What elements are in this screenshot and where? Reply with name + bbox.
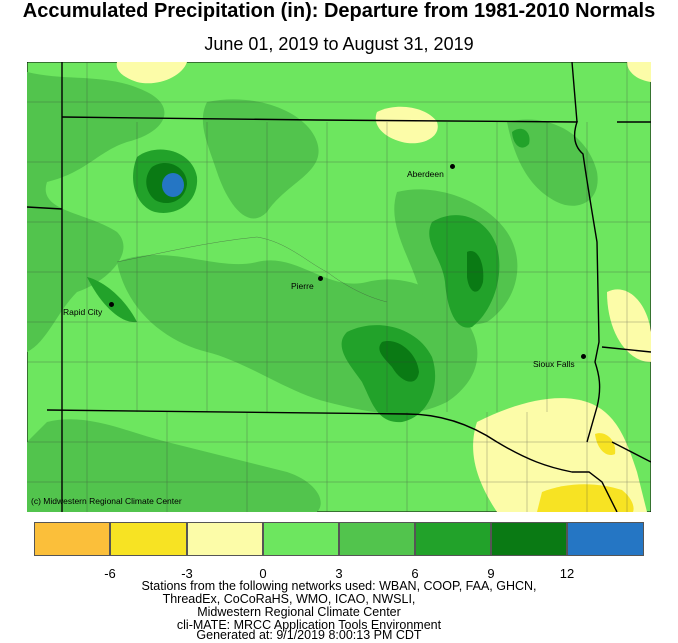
precipitation-map	[27, 62, 651, 512]
legend-swatch-0-3	[263, 522, 339, 556]
legend-swatch-9-12	[491, 522, 567, 556]
legend-swatch-below-neg6	[34, 522, 110, 556]
footer-line-3: Midwestern Regional Climate Center	[197, 605, 401, 619]
legend-swatch-6-9	[415, 522, 491, 556]
rapid-city-marker	[109, 302, 114, 307]
legend-tick-3: 3	[335, 566, 343, 581]
departure-zone-12-plus	[162, 173, 184, 197]
footer-line-4: cli-MATE: MRCC Application Tools Environ…	[176, 618, 442, 632]
departure-zone-neg3-neg6	[537, 433, 634, 512]
state-boundaries	[27, 62, 651, 512]
legend-swatch-3-6	[339, 522, 415, 556]
legend-swatch-neg6-neg3	[110, 522, 187, 556]
map-subtitle: June 01, 2019 to August 31, 2019	[204, 34, 474, 54]
legend-tick-0: 0	[259, 566, 267, 581]
map-credit: (c) Midwestern Regional Climate Center	[31, 496, 182, 506]
footer-line-1: Stations from the following networks use…	[141, 579, 537, 593]
legend-tick-12: 12	[559, 566, 575, 581]
aberdeen-label: Aberdeen	[407, 169, 444, 179]
map-canvas	[27, 62, 651, 512]
legend-tick-9: 9	[487, 566, 495, 581]
pierre-marker	[318, 276, 323, 281]
map-title: Accumulated Precipitation (in): Departur…	[22, 0, 656, 22]
aberdeen-marker	[450, 164, 455, 169]
legend-swatch-above-12	[567, 522, 644, 556]
legend-swatch-neg3-0	[187, 522, 263, 556]
legend-tick-neg3: -3	[181, 566, 193, 581]
county-boundaries	[27, 62, 651, 512]
sioux-falls-marker	[581, 354, 586, 359]
legend-tick-neg6: -6	[104, 566, 116, 581]
rapid-city-label: Rapid City	[63, 307, 103, 317]
pierre-label: Pierre	[291, 281, 314, 291]
footer-line-2: ThreadEx, CoCoRaHS, WMO, ICAO, NWSLI,	[162, 592, 416, 606]
legend-tick-6: 6	[411, 566, 419, 581]
sioux-falls-label: Sioux Falls	[533, 359, 575, 369]
footer-line-5: Generated at: 9/1/2019 8:00:13 PM CDT	[196, 628, 422, 642]
color-legend	[34, 522, 644, 558]
